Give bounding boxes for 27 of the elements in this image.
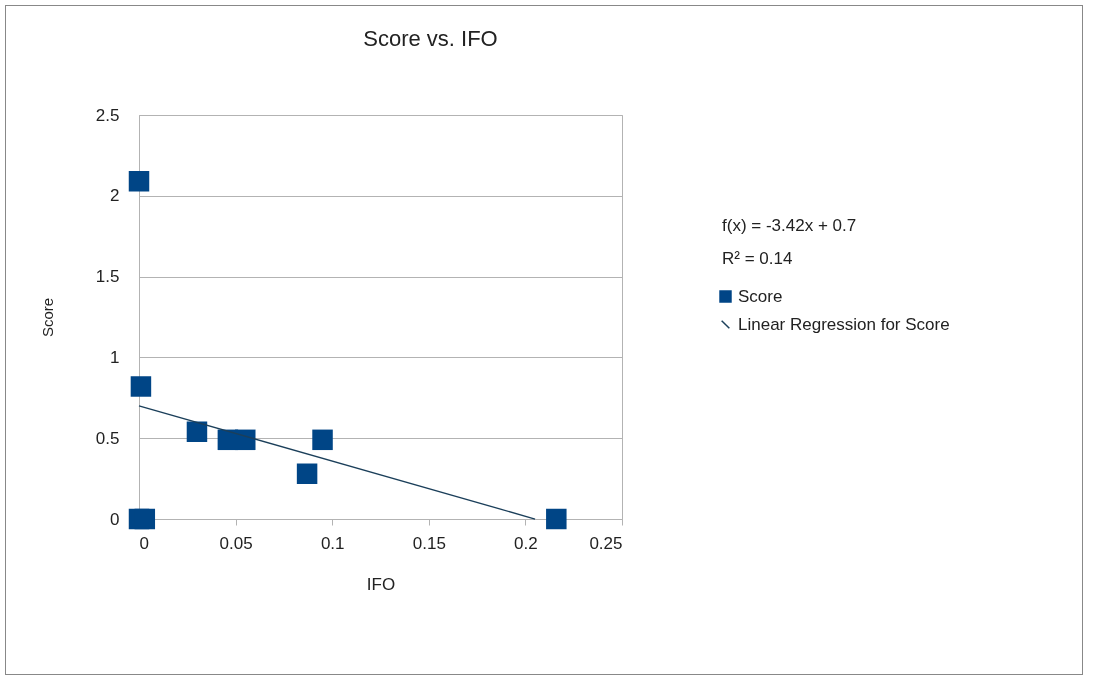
y-tick-label: 0 (110, 509, 120, 529)
point (134, 508, 156, 530)
y-tick-label: 1 (110, 347, 120, 367)
y-tick-label: 2.5 (95, 105, 120, 125)
legend-label: Linear Regression for Score (738, 314, 950, 334)
y-tick-label: 2 (110, 186, 120, 206)
point (186, 421, 208, 442)
y-tick-label: 0.5 (95, 428, 120, 448)
chart-title: Score vs. IFO (363, 26, 498, 51)
x-tick-label: 0 (139, 533, 149, 553)
point (546, 508, 567, 530)
x-tick-label: 0.1 (320, 533, 345, 553)
point (296, 463, 318, 484)
point (128, 171, 150, 192)
x-tick-label: 0.2 (514, 533, 538, 553)
point (235, 429, 256, 451)
x-axis-title: IFO (366, 574, 396, 594)
legend-label: Score (738, 286, 783, 306)
point (130, 376, 152, 397)
y-tick-label: 1.5 (95, 267, 120, 287)
point (312, 429, 333, 451)
text: f(x) = -3.42x + 0.7 (722, 216, 857, 235)
x-tick-label: 0.15 (412, 533, 446, 553)
x-tick-label: 0.25 (589, 533, 623, 553)
x-tick-label: 0.05 (219, 533, 253, 553)
y-axis-title: Score (38, 297, 56, 338)
text: R² = 0.14 (722, 249, 793, 268)
